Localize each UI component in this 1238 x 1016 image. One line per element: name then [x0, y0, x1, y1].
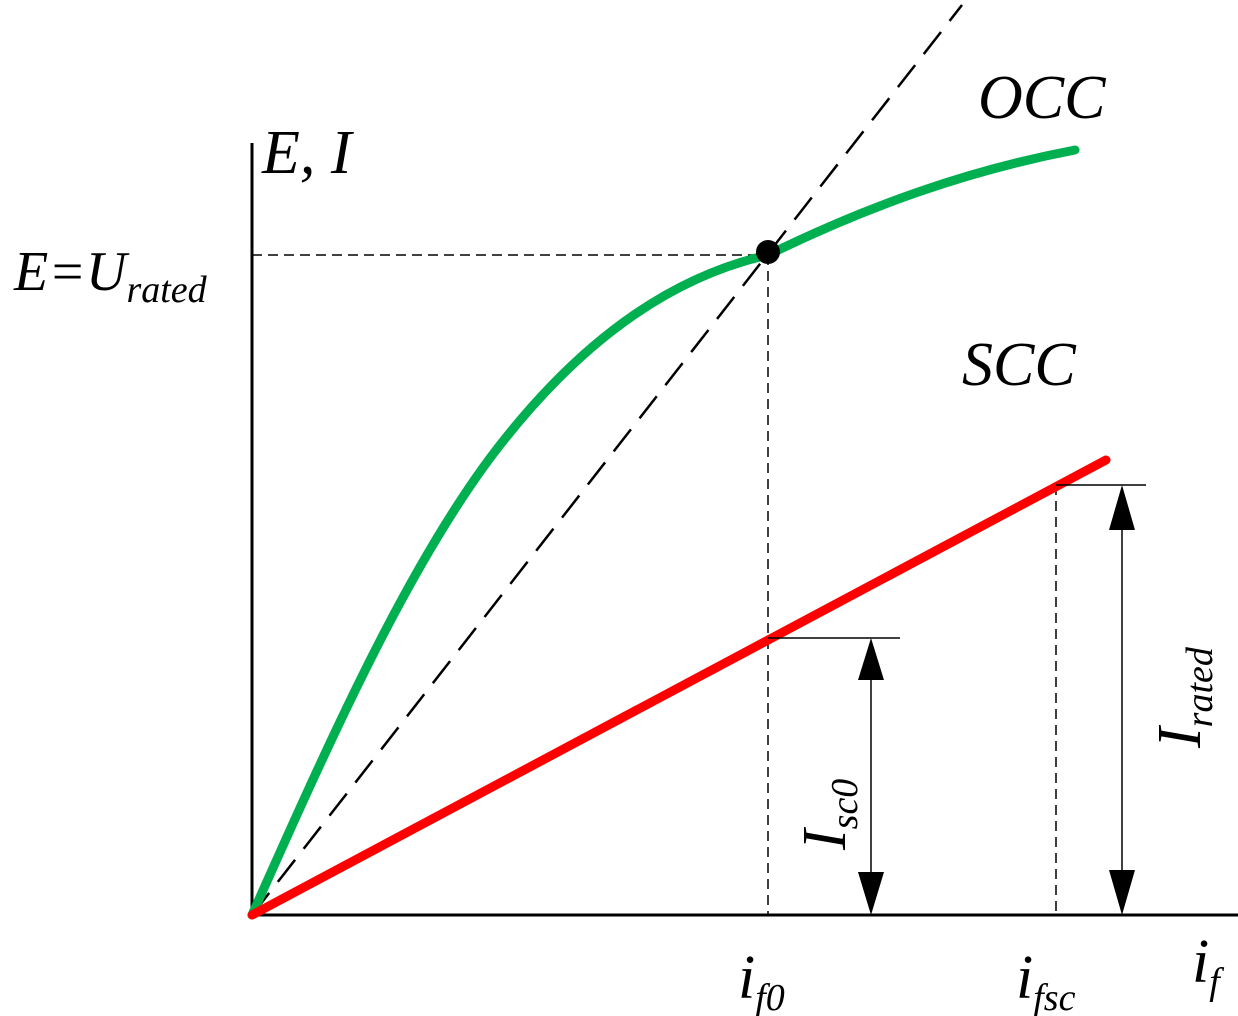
- air-gap-line: [251, 4, 963, 916]
- ifsc-marker: ifsc: [1016, 944, 1076, 1016]
- double-headed-arrow-icon: [858, 638, 884, 915]
- isc0-label: Isc0: [791, 779, 866, 851]
- filled-circle-marker-icon: [756, 240, 780, 264]
- double-headed-arrow-icon: [1109, 485, 1135, 915]
- occ-curve: [252, 150, 1075, 915]
- scc-line: [247, 455, 1111, 920]
- y-axis-label: E, I: [261, 119, 355, 187]
- scc-label: SCC: [962, 331, 1076, 399]
- occ-curve-line: [247, 145, 1080, 920]
- occ-label: OCC: [978, 64, 1106, 132]
- x-axis-label: if: [1192, 928, 1224, 1003]
- if0-marker: if0: [738, 944, 785, 1016]
- irated-label: Irated: [1146, 646, 1221, 749]
- rated-voltage-marker: E=Urated: [13, 241, 208, 311]
